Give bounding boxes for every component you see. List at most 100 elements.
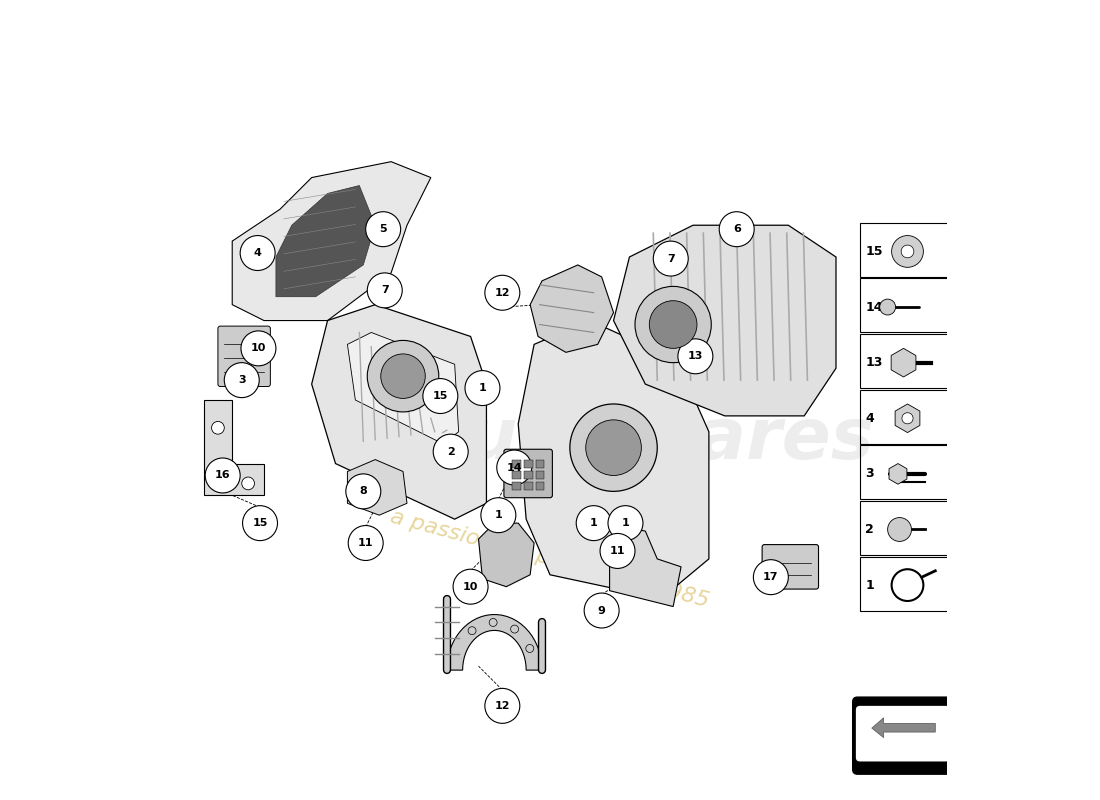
Text: eurospares: eurospares: [417, 406, 873, 474]
Text: 7: 7: [667, 254, 674, 263]
Text: 1: 1: [590, 518, 597, 528]
Circle shape: [892, 235, 923, 267]
Polygon shape: [614, 226, 836, 416]
Polygon shape: [889, 463, 906, 484]
FancyBboxPatch shape: [524, 470, 532, 478]
Text: a passion for parts since1985: a passion for parts since1985: [388, 506, 712, 611]
Text: 1: 1: [478, 383, 486, 393]
Circle shape: [586, 420, 641, 475]
Text: 11: 11: [609, 546, 625, 556]
Text: 2: 2: [447, 446, 454, 457]
Polygon shape: [205, 400, 264, 495]
Circle shape: [224, 362, 260, 398]
Text: 14: 14: [506, 462, 522, 473]
Circle shape: [211, 477, 224, 490]
Polygon shape: [891, 348, 916, 377]
Circle shape: [422, 378, 458, 414]
Polygon shape: [518, 321, 708, 598]
Circle shape: [485, 688, 520, 723]
Text: 9: 9: [597, 606, 606, 615]
Text: 15: 15: [252, 518, 267, 528]
Circle shape: [901, 245, 914, 258]
Circle shape: [653, 241, 689, 276]
Polygon shape: [447, 614, 542, 670]
Text: 13: 13: [866, 356, 883, 369]
Circle shape: [649, 301, 697, 348]
Text: 1: 1: [495, 510, 503, 520]
Text: 4: 4: [254, 248, 262, 258]
FancyBboxPatch shape: [762, 545, 818, 589]
Text: 10: 10: [251, 343, 266, 354]
FancyBboxPatch shape: [536, 459, 544, 467]
Bar: [860, 557, 952, 610]
Polygon shape: [895, 404, 920, 433]
Circle shape: [635, 286, 712, 362]
FancyBboxPatch shape: [504, 450, 552, 498]
Text: 15: 15: [866, 245, 883, 258]
FancyBboxPatch shape: [512, 459, 520, 467]
Polygon shape: [348, 459, 407, 515]
Polygon shape: [348, 333, 459, 444]
Circle shape: [576, 506, 612, 541]
Text: 14: 14: [866, 301, 883, 314]
Circle shape: [608, 506, 642, 541]
Polygon shape: [478, 523, 535, 586]
Circle shape: [206, 458, 240, 493]
Circle shape: [584, 593, 619, 628]
Circle shape: [240, 235, 275, 270]
Text: 1: 1: [866, 578, 874, 592]
Circle shape: [719, 212, 755, 246]
Circle shape: [453, 570, 488, 604]
Text: 12: 12: [495, 288, 510, 298]
Text: 13: 13: [688, 351, 703, 362]
FancyBboxPatch shape: [536, 470, 544, 478]
FancyBboxPatch shape: [856, 706, 949, 762]
Text: 133 01: 133 01: [876, 748, 930, 762]
Text: 16: 16: [214, 470, 231, 481]
Circle shape: [381, 354, 426, 398]
Circle shape: [888, 518, 912, 542]
Circle shape: [349, 526, 383, 561]
Bar: [860, 223, 952, 277]
Polygon shape: [311, 305, 486, 519]
Polygon shape: [609, 527, 681, 606]
Circle shape: [902, 413, 913, 424]
Text: 7: 7: [381, 286, 388, 295]
Circle shape: [570, 404, 658, 491]
Circle shape: [678, 339, 713, 374]
Circle shape: [481, 498, 516, 533]
Circle shape: [242, 477, 254, 490]
Text: 10: 10: [463, 582, 478, 592]
FancyBboxPatch shape: [512, 470, 520, 478]
Bar: [860, 390, 952, 444]
Circle shape: [754, 560, 789, 594]
Text: 8: 8: [360, 486, 367, 496]
Polygon shape: [872, 718, 935, 738]
Circle shape: [365, 212, 400, 246]
Text: 11: 11: [358, 538, 373, 548]
Circle shape: [465, 370, 499, 406]
Polygon shape: [232, 162, 431, 321]
Circle shape: [243, 506, 277, 541]
FancyBboxPatch shape: [218, 326, 271, 386]
Bar: [860, 501, 952, 555]
Circle shape: [497, 450, 531, 485]
Circle shape: [345, 474, 381, 509]
Circle shape: [241, 331, 276, 366]
Text: 15: 15: [432, 391, 448, 401]
FancyBboxPatch shape: [536, 482, 544, 490]
Circle shape: [211, 422, 224, 434]
Circle shape: [485, 275, 520, 310]
Circle shape: [880, 299, 895, 315]
Polygon shape: [276, 186, 375, 297]
Text: 17: 17: [763, 572, 779, 582]
Text: 6: 6: [733, 224, 740, 234]
Circle shape: [367, 273, 403, 308]
Text: 12: 12: [495, 701, 510, 711]
FancyBboxPatch shape: [524, 459, 532, 467]
FancyBboxPatch shape: [524, 482, 532, 490]
Polygon shape: [530, 265, 614, 352]
Circle shape: [433, 434, 469, 469]
Text: 2: 2: [866, 523, 874, 536]
Text: 4: 4: [866, 412, 874, 425]
